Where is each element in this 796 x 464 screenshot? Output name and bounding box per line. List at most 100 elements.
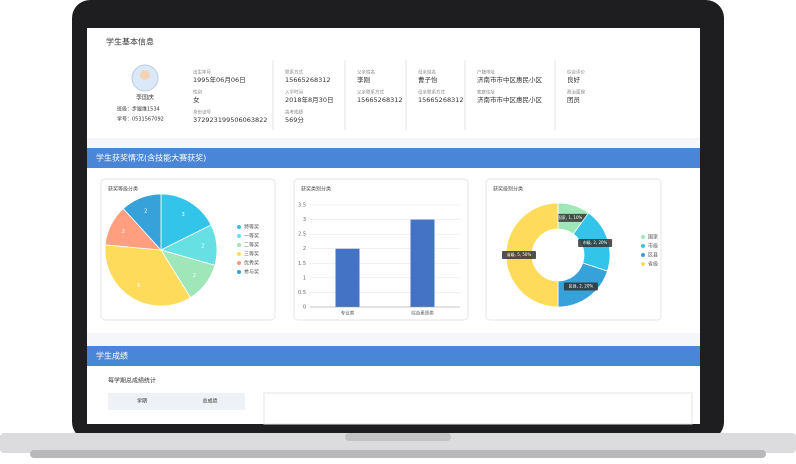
section-bar: [87, 148, 700, 168]
field-label: 联系方式: [285, 69, 303, 76]
slice: [160, 193, 212, 251]
field-label: 综合评价: [567, 69, 585, 76]
x-tick-label: 综合素质类: [411, 310, 434, 317]
field-label: 入学时间: [285, 89, 303, 96]
legend-swatch: [237, 252, 241, 256]
legend-label: 优秀奖: [244, 260, 259, 267]
student-id: 学号：0531567092: [117, 116, 164, 123]
x-tick-label: 专业类: [341, 310, 355, 317]
table-header: [108, 393, 245, 410]
field-value: 良好: [567, 75, 581, 84]
field-label: 政治面貌: [567, 89, 585, 96]
data-label: 2: [193, 273, 196, 279]
section-title: 学生基本信息: [106, 37, 154, 47]
field-value: 2018年8月30日: [285, 95, 333, 104]
laptop-base-edge: [30, 450, 766, 458]
avatar-face: [140, 70, 150, 80]
y-tick-label: 0.5: [298, 290, 306, 296]
label-box: [563, 282, 598, 291]
field-label: 出生年月: [193, 69, 211, 76]
legend-label: 参与奖: [244, 269, 259, 276]
laptop-base: [0, 433, 796, 453]
legend-swatch: [641, 244, 645, 248]
field-value: 女: [193, 95, 200, 104]
data-label: 市级, 2, 20%: [583, 239, 608, 245]
section-title: 学生获奖情况(含技能大赛获奖): [96, 153, 206, 163]
legend-swatch: [641, 235, 645, 239]
bar: [335, 248, 360, 307]
legend-swatch: [237, 270, 241, 274]
legend-label: 二等奖: [244, 242, 259, 249]
data-label: 2: [122, 229, 125, 235]
laptop-notch: [345, 433, 451, 441]
y-tick-label: 0: [303, 305, 306, 311]
label-box: [502, 251, 536, 259]
legend-swatch: [237, 234, 241, 238]
y-tick-label: 3: [303, 217, 306, 223]
data-label: 区县, 2, 20%: [569, 283, 594, 289]
field-label: 母亲联系方式: [418, 89, 445, 96]
data-label: 2: [144, 208, 147, 214]
field-label: 身份证号: [193, 109, 211, 116]
legend-swatch: [237, 261, 241, 265]
info-grid: 出生年月1995年06月06日性别女身份证号372923199506063822…: [193, 60, 585, 130]
data-label: 6: [137, 283, 140, 289]
student-name: 李国庆: [136, 94, 154, 102]
legend-label: 省级: [648, 261, 658, 268]
data-label: 3: [182, 212, 185, 218]
field-value: 1995年06月06日: [193, 75, 246, 84]
y-tick-label: 2: [303, 246, 306, 252]
field-value: 15665268312: [357, 96, 403, 104]
field-label: 父亲联系方式: [357, 89, 384, 96]
bar: [410, 219, 435, 307]
field-value: 372923199506063822: [193, 116, 267, 124]
field-value: 曹子怡: [418, 75, 438, 84]
table-header-cell: 学期: [137, 398, 147, 405]
table-header-cell: 总成绩: [202, 398, 217, 405]
field-value: 569分: [285, 115, 304, 124]
chart-card: [293, 178, 469, 321]
field-value: 李刚: [357, 75, 370, 84]
data-label: 国家, 1, 10%: [558, 214, 583, 220]
field-label: 户籍地址: [477, 69, 495, 76]
field-label: 父亲姓名: [357, 69, 375, 76]
table-caption: 每学期总成绩统计: [108, 377, 156, 385]
chart-title: 获奖等级分类: [108, 186, 138, 193]
chart-title: 获奖级别分类: [493, 186, 523, 193]
y-tick-label: 3.5: [298, 203, 306, 209]
field-label: 性别: [193, 89, 202, 96]
data-label: 省级, 5, 50%: [507, 251, 532, 257]
label-box: [553, 213, 588, 222]
legend-swatch: [641, 253, 645, 257]
field-value: 济南市市中区惠民小区: [477, 75, 543, 84]
legend-swatch: [237, 243, 241, 247]
y-tick-label: 1.5: [298, 261, 306, 267]
field-label: 高考成绩: [285, 109, 303, 116]
field-label: 家庭住址: [477, 89, 495, 96]
legend-swatch: [237, 225, 241, 229]
section-title: 学生成绩: [96, 351, 128, 361]
legend-label: 市级: [648, 243, 658, 250]
legend-label: 特等奖: [244, 224, 259, 231]
field-value: 团员: [567, 96, 581, 104]
chart-title: 获奖类别分类: [301, 186, 331, 193]
info-panel: [87, 28, 700, 138]
legend-swatch: [641, 262, 645, 266]
field-value: 15665268312: [418, 96, 464, 104]
legend-label: 区县: [648, 253, 658, 259]
field-value: 15665268312: [285, 76, 331, 84]
data-label: 2: [201, 244, 204, 250]
slice: [122, 193, 162, 252]
field-label: 母亲姓名: [418, 69, 436, 76]
legend-label: 三等奖: [244, 251, 259, 258]
legend-label: 一等奖: [244, 233, 259, 240]
label-box: [578, 238, 613, 247]
scores-chart-panel: [263, 392, 693, 425]
section-bar: [87, 346, 700, 366]
field-value: 济南市市中区惠民小区: [477, 95, 543, 104]
student-class: 班级：步履维1534: [117, 106, 160, 113]
slice: [104, 244, 192, 307]
